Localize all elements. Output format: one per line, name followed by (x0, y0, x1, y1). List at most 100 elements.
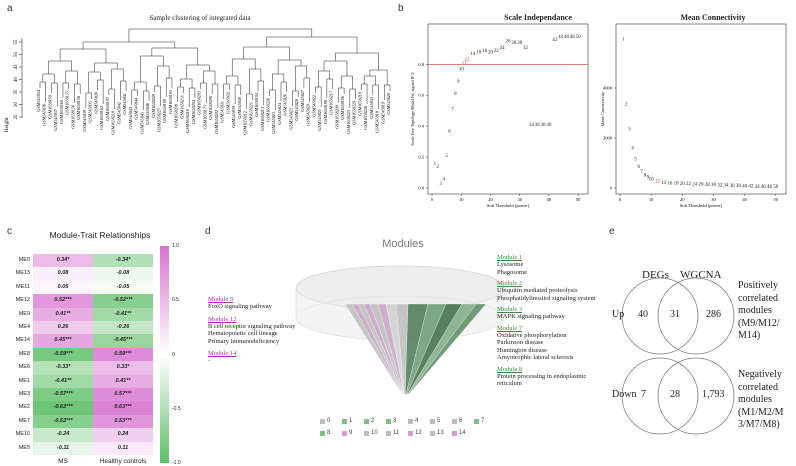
module-7-link[interactable]: Module 7 (497, 324, 523, 332)
conn-y-tick-label: 4000 (603, 86, 613, 91)
venn-up-description: Positively correlated modules (M9/M12/ M… (738, 280, 780, 343)
dendrogram-branch (94, 62, 118, 72)
module-12-link[interactable]: Module 12 (208, 315, 237, 323)
sample-label: GSM545837 (53, 109, 58, 131)
sample-label: GSM1658209 (334, 105, 339, 129)
r2-y-tick-label: 0.2 (418, 155, 424, 160)
conn-x-tick-label: 20 (680, 197, 685, 202)
r2-point-label: 22 (494, 49, 500, 54)
conn-point-label: 20 (680, 182, 686, 187)
sample-label: GSM1658218 (111, 111, 116, 135)
module-legend-label: 12 (415, 430, 422, 436)
conn-point-label: 32 (717, 183, 723, 188)
heatmap-cell: 0.59*** (93, 347, 153, 362)
module-legend-swatch (386, 430, 391, 436)
sample-label: GSM1658206 (208, 96, 213, 120)
dendrogram-branch (243, 46, 290, 60)
heatmap-cell: 0.05 (33, 280, 93, 295)
module-legend-label: 11 (393, 430, 400, 436)
module-2-block: Module 2 Ubiquitin mediated proteolysis … (497, 280, 609, 302)
venn-down-degs-circle (621, 357, 699, 435)
heatmap-cell: 0.33* (93, 361, 153, 375)
heatmap-color-scale (160, 246, 169, 463)
panel-e-venn: DEGs WGCNA Up 40 31 286 Positively corre… (610, 226, 796, 442)
heatmap-cell: -0.59*** (33, 347, 93, 362)
module-legend-label: 14 (459, 430, 466, 436)
dendrogram-branch (134, 81, 147, 91)
module-14-term: - (208, 357, 211, 364)
module-2-term: Ubiquitin mediated proteolysis (497, 287, 578, 294)
dendrogram-branch (128, 28, 313, 42)
r2-point-label: 26 (506, 40, 512, 45)
module-2-link[interactable]: Module 2 (497, 280, 523, 287)
heatmap-scale-tick: -0.5 (172, 405, 181, 412)
panel-letter-a: a (7, 3, 13, 14)
y-tick-label: 55 (14, 39, 19, 45)
module-legend-item: 0 (320, 418, 330, 424)
module-legend-item: 3 (386, 418, 396, 424)
module-9-block: Module 9 FoxO signaling pathway (208, 296, 308, 311)
y-tick-label: 45 (14, 64, 19, 70)
conn-x-tick-label: 0 (619, 197, 622, 202)
conn-point-label: 2 (625, 103, 628, 108)
heatmap-cell: -0.41** (93, 307, 153, 321)
heatmap-cell: 0.52*** (33, 294, 93, 308)
sample-label: GSM1658213 (260, 107, 265, 131)
module-legend-item: 7 (474, 418, 484, 424)
r2-point-label: 36 (535, 123, 541, 128)
heatmap-column-label: Healthy controls (99, 458, 147, 465)
sample-label: GSM1658227 (156, 108, 161, 132)
sample-label: GSM545845 (139, 112, 144, 134)
r2-point-label: 38 (541, 123, 547, 128)
r2-point-label: 8 (454, 92, 457, 97)
venn-up-degs-circle (621, 277, 699, 355)
module-legend-swatch (474, 418, 479, 424)
r2-y-tick-label: 0.0 (418, 186, 424, 191)
conn-point-label: 30 (711, 183, 717, 188)
dendrogram-branch (88, 71, 101, 93)
venn-up-desc-line: (M9/M12/ (738, 317, 780, 329)
conn-point-label: 26 (699, 183, 705, 188)
heatmap-row-label: ME8 (18, 350, 30, 357)
venn-degs-label: DEGs (642, 269, 669, 281)
dendrogram-branch (42, 73, 55, 83)
sample-label: GSM545832 (225, 92, 230, 114)
module-9-link[interactable]: Module 9 (208, 296, 234, 303)
sample-label: GSM545843 (128, 107, 133, 129)
dendrogram-branch (369, 69, 388, 85)
module-8-link[interactable]: Module 8 (497, 365, 523, 373)
dendrogram-branch (363, 75, 376, 85)
conn-point-label: 24 (692, 182, 698, 187)
module-legend-swatch (364, 418, 369, 424)
venn-up-desc-line: modules (738, 305, 772, 316)
y-tick-label: 50 (14, 52, 19, 58)
dendrogram-branch (266, 36, 358, 53)
module-legend-item: 11 (386, 430, 399, 436)
r2-point-label: 30 (517, 41, 523, 46)
dendrogram-branch (323, 60, 348, 76)
y-tick-label: 40 (14, 77, 19, 83)
r2-point-label: 42 (552, 38, 558, 43)
sample-label: GSM545839 (82, 110, 87, 132)
sample-label: GSM545844 (134, 97, 139, 120)
module-1-link[interactable]: Module 1 (497, 254, 523, 261)
venn-up-wgcna-circle (657, 277, 735, 355)
module-legend-label: 0 (327, 418, 331, 424)
dendrogram-branch (48, 60, 72, 74)
module-3-link[interactable]: Module 3 (497, 306, 523, 313)
module-12-term: Hematopoietic cell lineage (208, 330, 278, 337)
heatmap-row-label: ME10 (15, 431, 30, 438)
heatmap-row-label: ME14 (15, 337, 30, 344)
r2-point-label: 5 (445, 154, 448, 159)
conn-y-tick-label: 0 (610, 186, 613, 191)
sample-label: GSM1658160 (59, 100, 64, 124)
module-legend-swatch (430, 430, 435, 436)
module-14-link[interactable]: Module 14 (208, 350, 237, 357)
module-legend-item: 2 (364, 418, 374, 424)
conn-point-label: 18 (674, 182, 680, 187)
panel-d-modules: Modules Module 9 FoxO signaling pathway … (200, 226, 610, 442)
r2-point-label: 34 (529, 123, 535, 128)
module-7-term: Amyotrophic lateral sclerosis (497, 354, 574, 361)
module-legend-label: 7 (481, 418, 485, 424)
sample-label: GSM545836 (42, 104, 47, 126)
